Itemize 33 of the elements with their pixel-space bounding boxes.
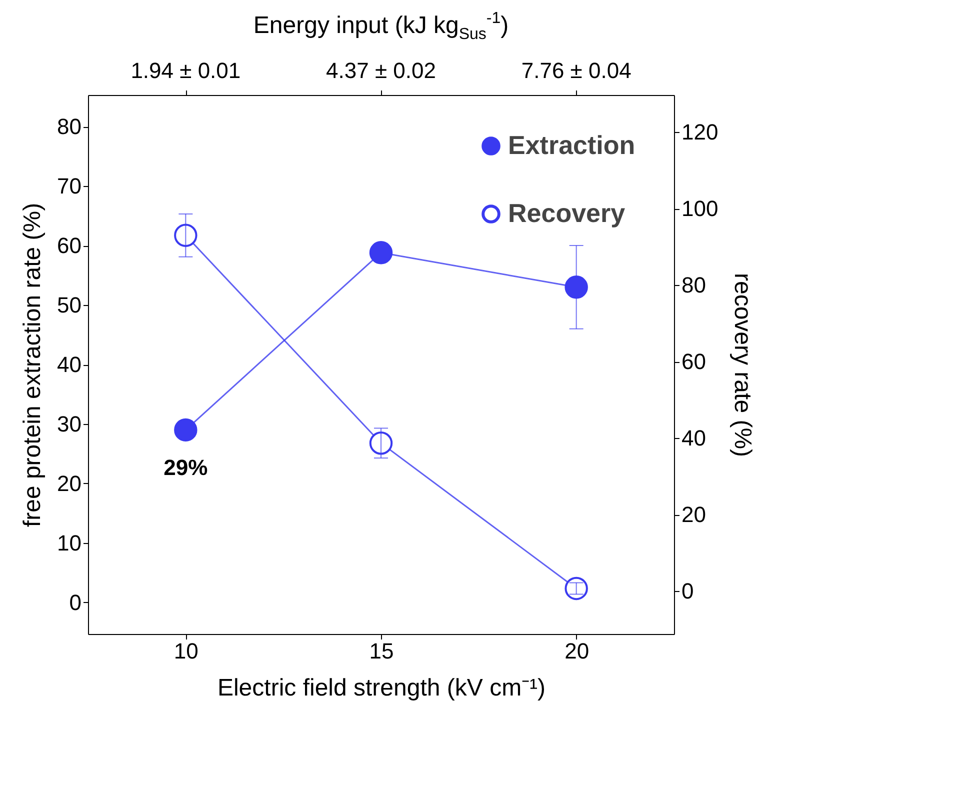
- y2-axis-title: recovery rate (%): [729, 272, 756, 458]
- point: [174, 224, 198, 247]
- y-tick-label: 60: [57, 233, 82, 258]
- y-tick-label: 20: [57, 470, 82, 496]
- annotation: 29%: [164, 454, 208, 480]
- x-tick-label: 15: [369, 638, 394, 664]
- x-tick-label: 10: [174, 638, 198, 664]
- point: [369, 432, 393, 455]
- annotation: 7.76 ± 0.04: [521, 58, 632, 83]
- annotation: 1.94 ± 0.01: [130, 58, 241, 83]
- y-tick-label: 30: [57, 411, 82, 436]
- annotation: 4.37 ± 0.02: [326, 58, 436, 83]
- legend-label: Recovery: [508, 198, 626, 228]
- y2-tick-label: 100: [682, 196, 718, 222]
- y2-tick-label: 80: [682, 272, 706, 298]
- y2-tick-label: 40: [682, 426, 706, 451]
- y2-tick-label: 0: [682, 578, 694, 604]
- y-axis-title: free protein extraction rate (%): [19, 202, 46, 528]
- y-tick-label: 70: [57, 174, 82, 199]
- x-axis-title: Electric field strength (kV cm⁻¹): [217, 674, 546, 702]
- point: [174, 418, 198, 442]
- legend-label: Extraction: [508, 130, 636, 160]
- y2-tick-label: 60: [682, 349, 706, 374]
- y2-tick-label: 20: [682, 502, 706, 528]
- y-tick-label: 0: [69, 590, 82, 615]
- point: [369, 241, 393, 264]
- y2-tick-label: 120: [682, 120, 718, 145]
- x-tick-label: 20: [564, 638, 590, 664]
- y-tick-label: 40: [57, 352, 82, 377]
- y-tick-label: 10: [57, 530, 82, 556]
- y-tick-label: 50: [57, 292, 82, 318]
- y-tick-label: 80: [57, 114, 82, 140]
- point: [564, 276, 588, 299]
